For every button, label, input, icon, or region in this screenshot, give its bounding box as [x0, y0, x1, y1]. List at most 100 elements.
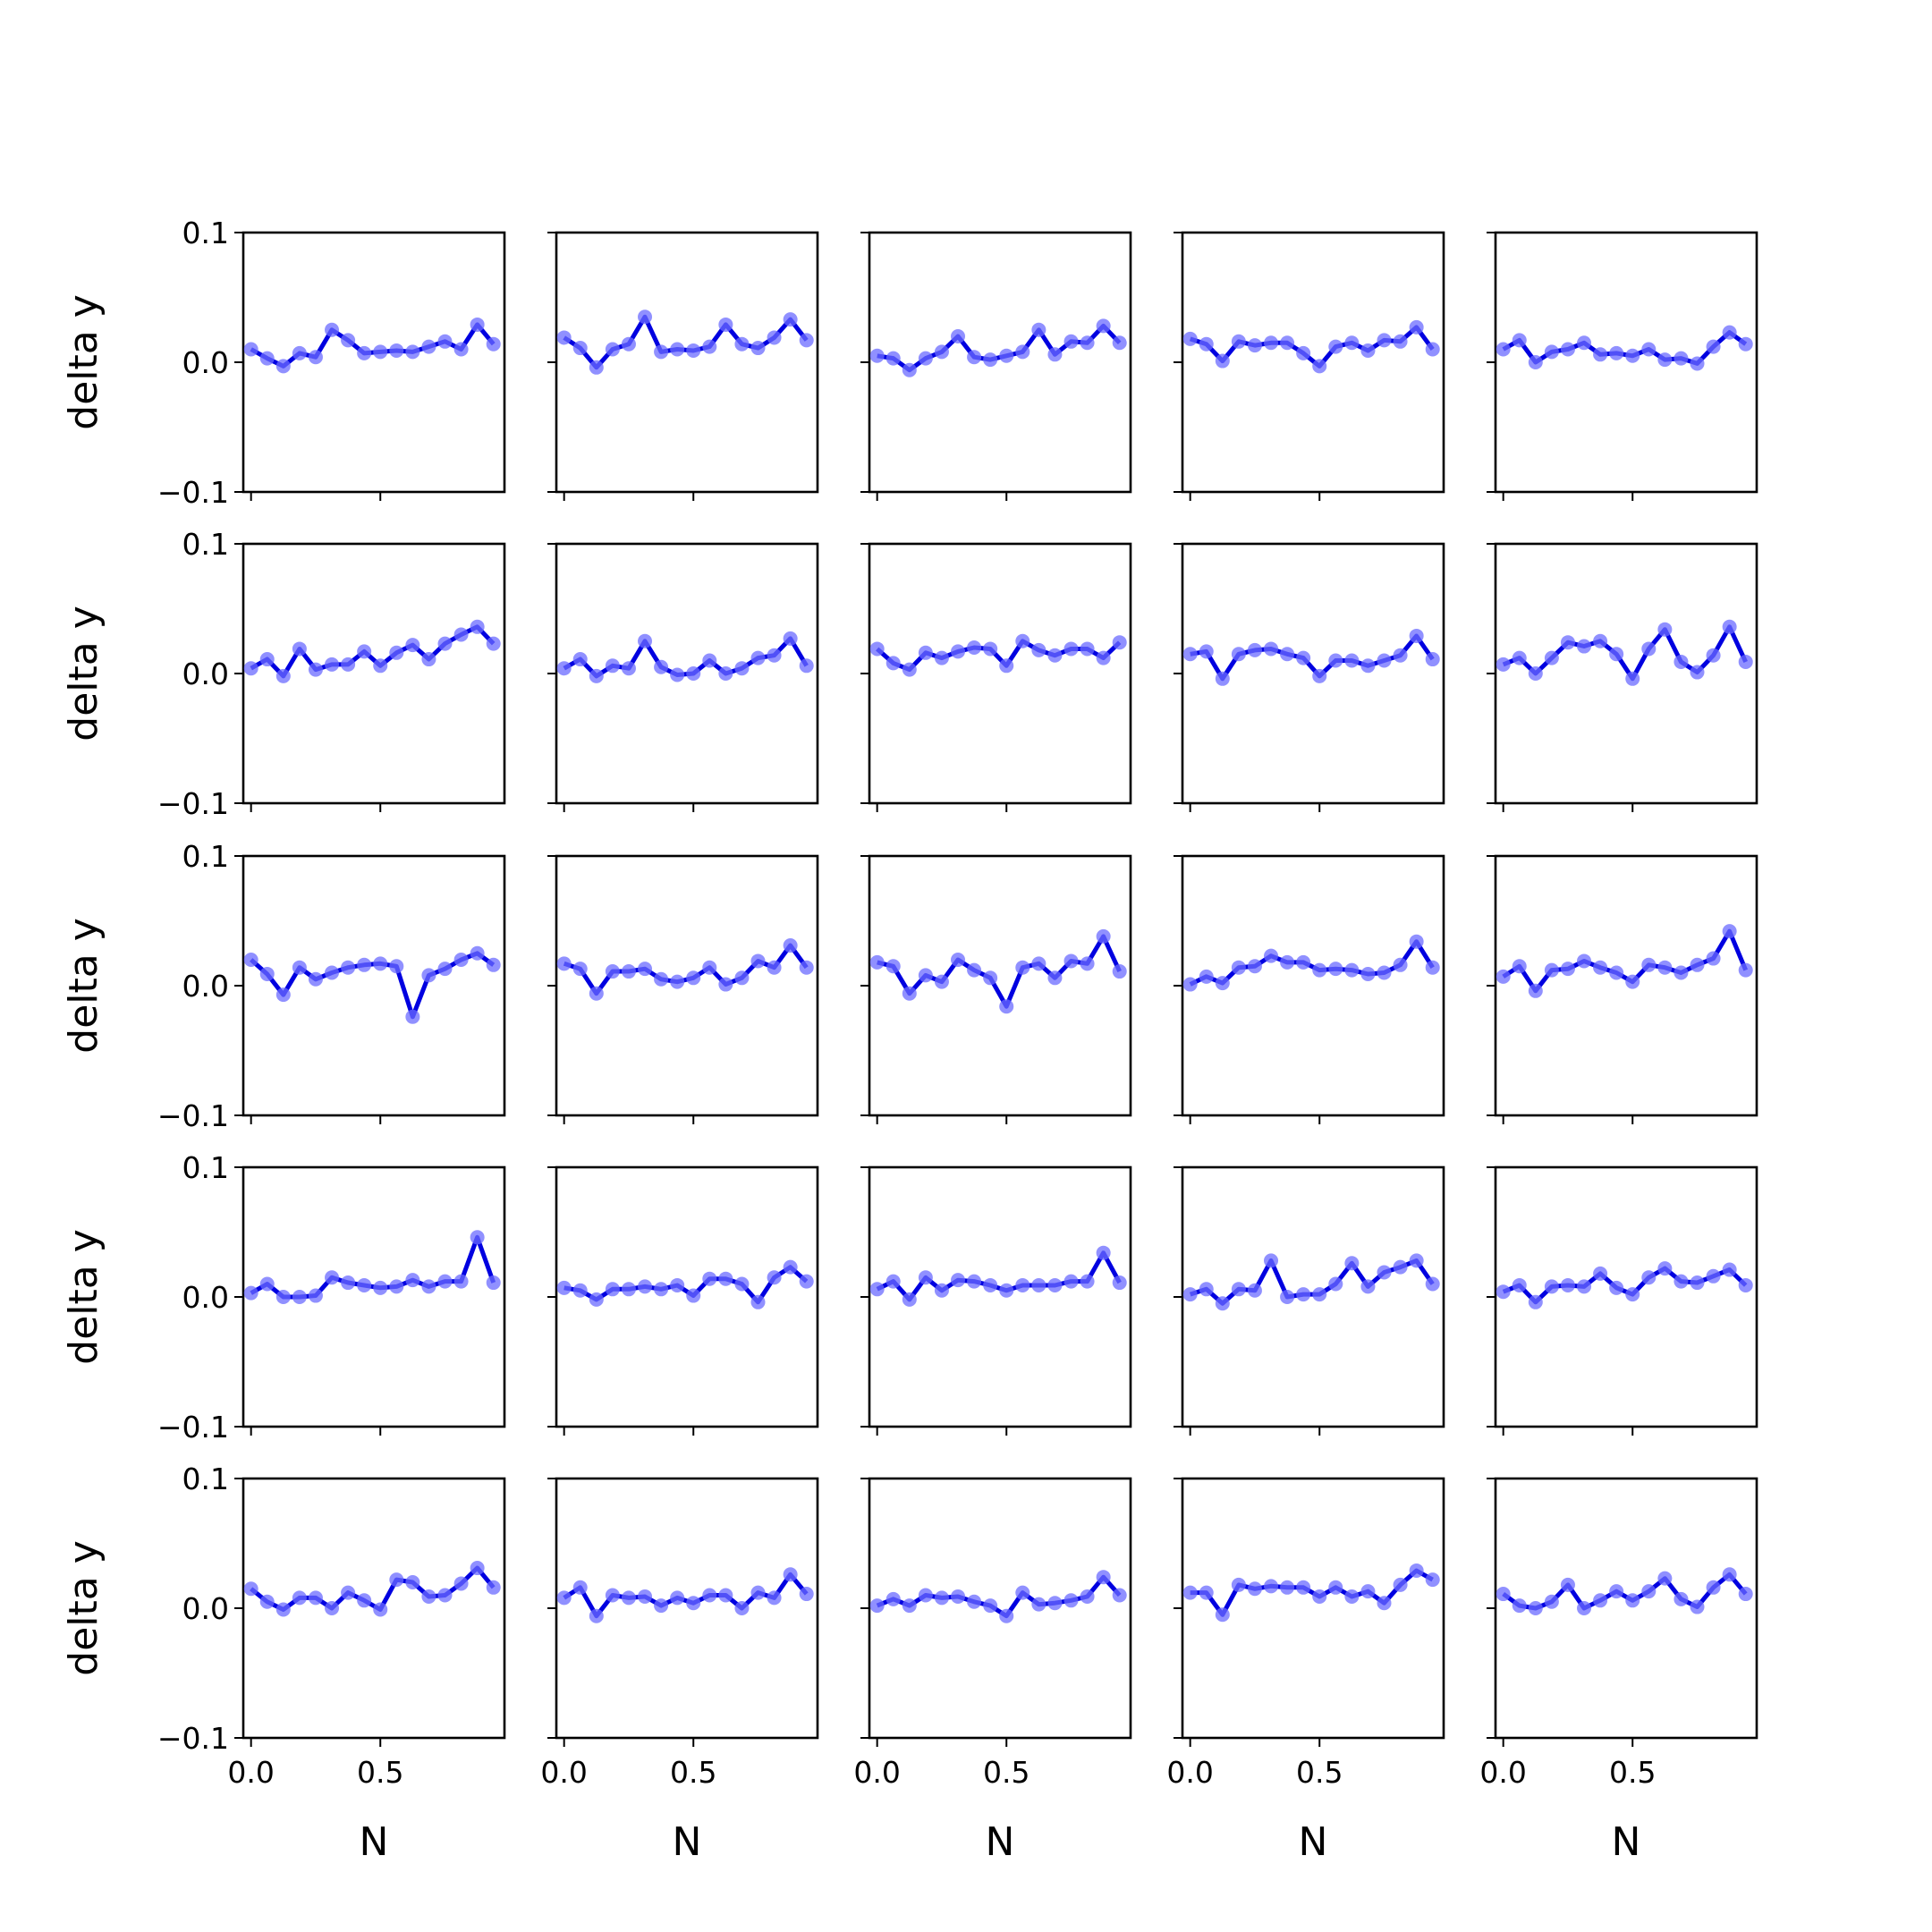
subplot-r4-c4: 0.0 0.5 N [1479, 1477, 1758, 1865]
data-point [1031, 1277, 1046, 1292]
data-point [951, 1273, 966, 1288]
data-point [1015, 1277, 1030, 1292]
data-point [1215, 976, 1230, 991]
data-point [718, 317, 733, 332]
subplot-r2-c0: −0.1 0.0 0.1 delta y [61, 839, 506, 1133]
data-point [572, 652, 588, 667]
data-point [486, 1580, 501, 1595]
data-point [1657, 1261, 1673, 1276]
x-axis-label: N [1299, 1819, 1328, 1865]
subplot-r1-c4 [1487, 542, 1758, 812]
data-point [670, 667, 685, 682]
data-point [1047, 1277, 1063, 1292]
data-point [1722, 619, 1737, 634]
y-axis-label: delta y [61, 918, 106, 1053]
data-point [357, 957, 372, 972]
data-point [1706, 1580, 1721, 1595]
data-point [1312, 668, 1327, 683]
data-point [1063, 1593, 1079, 1608]
data-point [1496, 657, 1511, 672]
data-point [1047, 648, 1063, 663]
data-point [886, 351, 901, 366]
data-point [967, 640, 982, 655]
data-point [1199, 644, 1214, 659]
data-point [1409, 1563, 1424, 1578]
series-line [876, 1574, 1122, 1619]
data-point [1674, 351, 1689, 366]
data-point [1199, 1282, 1214, 1297]
data-point [259, 966, 275, 981]
data-point [1609, 647, 1624, 662]
data-point [1409, 319, 1424, 335]
data-point [1657, 352, 1673, 368]
data-point [1377, 1265, 1392, 1280]
data-point [621, 1590, 636, 1606]
data-point [1344, 335, 1360, 351]
data-point [1377, 333, 1392, 348]
subplot-r2-c2 [860, 854, 1132, 1124]
data-point [1231, 1282, 1246, 1297]
x-axis-label: N [1612, 1819, 1641, 1865]
data-point [325, 965, 340, 980]
data-point [1674, 654, 1689, 669]
subplot-r3-c1 [547, 1165, 819, 1436]
subplot-r4-c2: 0.0 0.5 N [853, 1477, 1132, 1865]
data-point [1722, 325, 1737, 340]
data-point [1609, 345, 1624, 360]
y-axis-label: delta y [61, 294, 106, 429]
data-point [1657, 1571, 1673, 1586]
data-point [734, 1276, 750, 1292]
data-point [1080, 641, 1095, 657]
data-point [421, 968, 436, 983]
data-point [1231, 647, 1246, 662]
data-point [308, 1288, 323, 1303]
x-axis-label: N [673, 1819, 702, 1865]
data-point [437, 636, 453, 651]
data-point [654, 971, 669, 987]
data-point [1264, 641, 1279, 657]
data-point [1512, 333, 1527, 348]
data-point [453, 342, 469, 357]
data-point [1377, 965, 1392, 980]
data-point [1112, 635, 1127, 650]
data-point [621, 1282, 636, 1297]
data-point [470, 317, 485, 332]
data-point [357, 345, 372, 360]
data-point [1577, 639, 1592, 654]
data-point [1328, 962, 1343, 977]
data-point [453, 1274, 469, 1289]
data-point [1393, 648, 1408, 663]
data-point [1312, 359, 1327, 374]
data-point [1096, 650, 1111, 665]
data-point [605, 658, 620, 674]
data-point [1360, 343, 1376, 358]
data-point [1425, 960, 1440, 975]
data-point [902, 362, 917, 377]
data-point [1264, 948, 1279, 963]
data-point [437, 334, 453, 349]
data-point [1706, 1268, 1721, 1284]
data-point [1328, 1276, 1343, 1292]
data-point [902, 662, 917, 677]
data-point [556, 1590, 572, 1606]
data-point [886, 1591, 901, 1606]
data-point [783, 938, 798, 953]
x-tick-label: 0.5 [670, 1755, 716, 1790]
subplot-r3-c0: −0.1 0.0 0.1 delta y [61, 1150, 506, 1445]
data-point [1425, 652, 1440, 667]
subplot-r2-c1 [547, 854, 819, 1124]
series-line [876, 639, 1122, 673]
data-point [1560, 342, 1575, 357]
data-point [275, 1290, 291, 1304]
data-point [605, 342, 620, 357]
data-point [1393, 1577, 1408, 1592]
data-point [1031, 956, 1046, 971]
data-point [1641, 1270, 1657, 1285]
data-point [1738, 336, 1753, 352]
data-point [638, 309, 653, 325]
data-point [243, 1285, 258, 1301]
data-point [389, 1279, 404, 1294]
data-point [783, 1567, 798, 1582]
data-point [259, 652, 275, 667]
data-point [1015, 633, 1030, 648]
